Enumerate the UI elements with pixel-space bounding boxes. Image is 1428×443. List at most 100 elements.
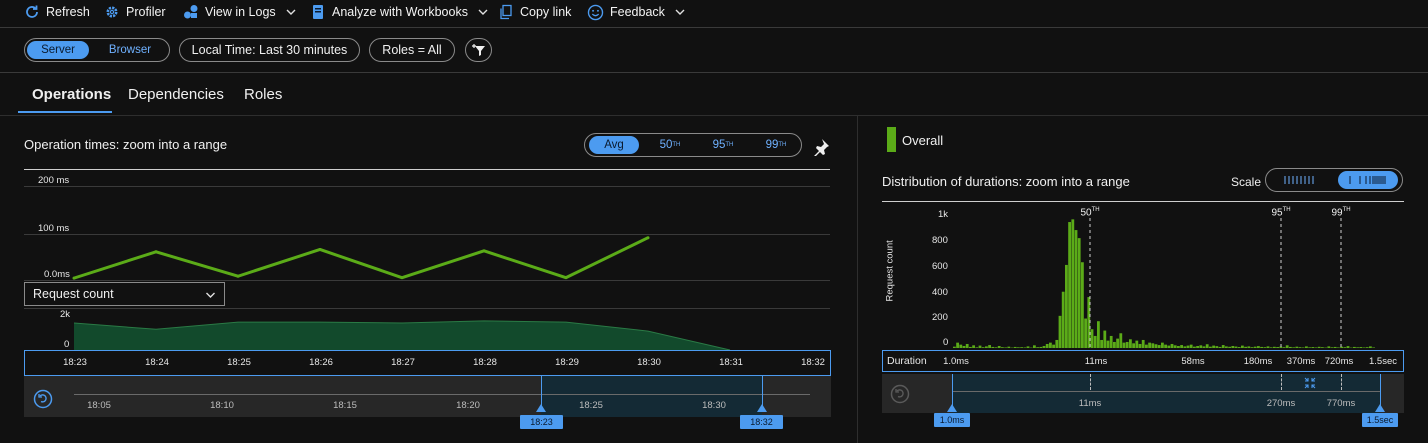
collapse-icon[interactable] bbox=[1304, 377, 1316, 389]
count-tick-0: 0 bbox=[64, 339, 70, 350]
duration-bar bbox=[1237, 347, 1241, 348]
scale-log-option[interactable] bbox=[1338, 171, 1398, 189]
request-count-line bbox=[73, 320, 731, 351]
dist-y-1k: 1k bbox=[938, 209, 949, 220]
duration-bar bbox=[1097, 321, 1100, 348]
dist-y-200: 200 bbox=[932, 312, 948, 323]
refresh-button[interactable]: Refresh bbox=[24, 2, 90, 22]
duration-bar bbox=[1161, 342, 1164, 348]
time-tick: 18:28 bbox=[473, 357, 497, 368]
tab-operations[interactable]: Operations bbox=[32, 86, 112, 103]
time-range-filter[interactable]: Local Time: Last 30 minutes bbox=[179, 38, 360, 62]
workbook-icon bbox=[313, 5, 323, 19]
duration-bar bbox=[1305, 346, 1308, 348]
duration-bar bbox=[1279, 346, 1283, 348]
add-filter-button[interactable] bbox=[465, 38, 492, 62]
tab-dependencies[interactable]: Dependencies bbox=[128, 86, 224, 103]
logs-icon bbox=[184, 5, 198, 19]
range-end-label: 18:32 bbox=[740, 415, 783, 429]
duration-bar bbox=[1100, 339, 1103, 348]
reset-zoom-icon[interactable] bbox=[33, 389, 53, 409]
chevron-down-icon bbox=[675, 9, 685, 15]
reset-zoom-icon[interactable] bbox=[890, 384, 910, 404]
scale-toggle[interactable] bbox=[1265, 168, 1403, 192]
duration-bar bbox=[1202, 346, 1206, 348]
dur-end-handle[interactable] bbox=[1375, 404, 1385, 412]
range-end-handle[interactable] bbox=[757, 404, 767, 412]
duration-bar bbox=[1173, 345, 1177, 348]
duration-bar bbox=[1109, 335, 1113, 348]
copy-link-label: Copy link bbox=[520, 5, 572, 19]
linear-scale-icon bbox=[1284, 176, 1314, 184]
duration-bar bbox=[1138, 343, 1142, 348]
server-option[interactable]: Server bbox=[27, 41, 89, 59]
operation-time-point bbox=[154, 250, 158, 254]
pin-icon[interactable] bbox=[812, 138, 830, 156]
p99-marker-label: 99TH bbox=[1331, 207, 1350, 218]
p99-option[interactable]: 99 TH bbox=[751, 136, 801, 154]
duration-bar bbox=[1189, 344, 1193, 348]
duration-scrubber-selection[interactable] bbox=[952, 374, 1380, 413]
aggregation-toggle[interactable]: Avg 50 TH 95 TH 99 TH bbox=[584, 133, 802, 157]
duration-bar bbox=[1199, 345, 1203, 348]
time-tick: 18:26 bbox=[309, 357, 333, 368]
duration-bar bbox=[1125, 341, 1129, 348]
chevron-down-icon bbox=[206, 292, 215, 298]
duration-bar bbox=[1365, 347, 1369, 348]
duration-bar bbox=[1023, 347, 1027, 348]
dur-scrub-tick-270ms: 270ms bbox=[1266, 398, 1296, 409]
metric-dropdown[interactable]: Request count bbox=[24, 282, 225, 306]
dist-y-600: 600 bbox=[932, 261, 948, 272]
duration-label: Duration bbox=[887, 355, 927, 367]
operation-time-point bbox=[72, 276, 76, 280]
duration-bar bbox=[1017, 347, 1020, 348]
profiler-button[interactable]: Profiler bbox=[104, 2, 166, 22]
duration-scrubber-track bbox=[952, 391, 1380, 392]
duration-bar bbox=[953, 346, 956, 348]
feedback-button[interactable]: Feedback bbox=[587, 2, 685, 22]
duration-bar bbox=[981, 347, 985, 348]
duration-bar bbox=[1266, 346, 1270, 348]
duration-bar bbox=[1090, 329, 1094, 348]
duration-bar bbox=[962, 345, 966, 348]
duration-bar bbox=[1026, 346, 1030, 348]
tab-roles[interactable]: Roles bbox=[244, 86, 283, 103]
y-tick-200: 200 ms bbox=[38, 175, 70, 186]
p95-option[interactable]: 95 TH bbox=[698, 136, 748, 154]
chart-top-rule bbox=[24, 169, 830, 170]
duration-bar bbox=[1093, 335, 1097, 348]
duration-bar bbox=[1359, 347, 1363, 348]
range-start-label: 18:23 bbox=[520, 415, 563, 429]
duration-bar bbox=[1084, 318, 1087, 348]
analyze-workbooks-button[interactable]: Analyze with Workbooks bbox=[310, 2, 488, 22]
dur-start-label: 1.0ms bbox=[934, 413, 970, 427]
duration-tick: 1.0ms bbox=[943, 356, 969, 367]
range-start-handle[interactable] bbox=[536, 404, 546, 412]
feedback-label: Feedback bbox=[610, 5, 665, 19]
duration-bar bbox=[1353, 346, 1356, 348]
time-scrubber-selection[interactable] bbox=[541, 376, 762, 417]
duration-bar bbox=[1151, 343, 1155, 348]
server-browser-toggle[interactable]: Server Browser bbox=[24, 38, 170, 62]
p95-suffix: TH bbox=[725, 142, 734, 148]
legend-overall[interactable]: Overall bbox=[902, 133, 944, 148]
duration-axis: Duration 1.0ms 11ms 58ms 180ms 370ms 720ms 1.5… bbox=[882, 350, 1404, 372]
p50-option[interactable]: 50 TH bbox=[645, 136, 695, 154]
scale-linear-option[interactable] bbox=[1270, 171, 1330, 189]
dur-start-handle-line bbox=[952, 374, 953, 406]
duration-bar bbox=[1164, 344, 1167, 348]
roles-filter[interactable]: Roles = All bbox=[369, 38, 455, 62]
duration-bar bbox=[1061, 291, 1065, 348]
duration-bar bbox=[972, 345, 975, 348]
copy-link-button[interactable]: Copy link bbox=[498, 2, 571, 22]
view-in-logs-button[interactable]: View in Logs bbox=[183, 2, 296, 22]
duration-bar bbox=[1308, 347, 1311, 348]
duration-bar bbox=[1289, 346, 1292, 348]
avg-option[interactable]: Avg bbox=[589, 136, 639, 154]
duration-bar bbox=[1356, 347, 1359, 348]
operation-time-point bbox=[482, 249, 486, 253]
browser-option[interactable]: Browser bbox=[108, 44, 152, 56]
dur-start-handle[interactable] bbox=[947, 404, 957, 412]
